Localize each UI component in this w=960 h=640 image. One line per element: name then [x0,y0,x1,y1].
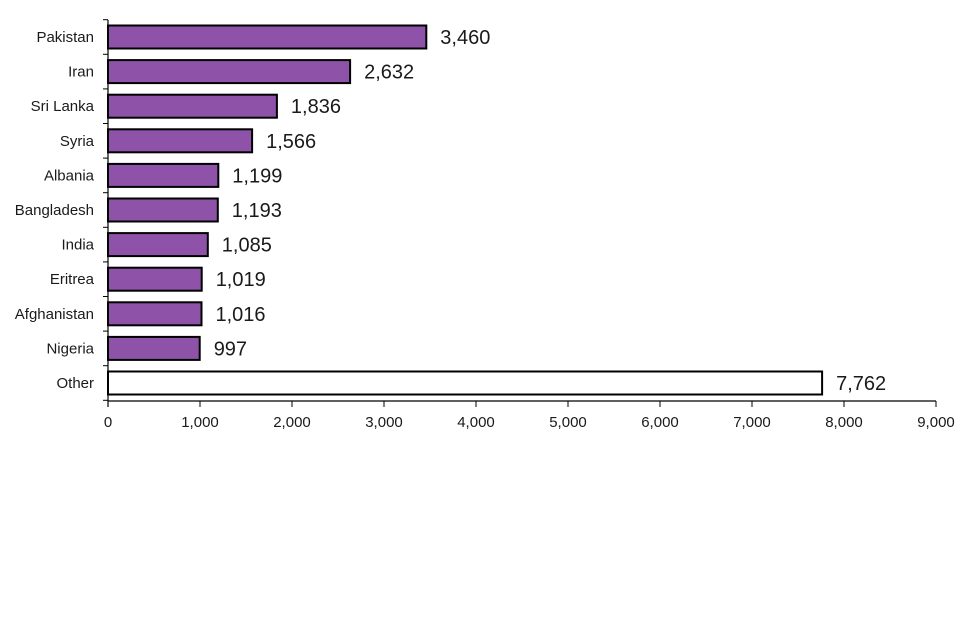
x-tick-label: 6,000 [641,414,679,431]
category-label: Syria [60,133,95,150]
bar-iran [107,59,352,85]
axes-group [103,19,936,407]
x-tick-label: 3,000 [365,414,403,431]
data-label: 997 [214,338,247,360]
x-tick-label: 9,000 [917,414,955,431]
category-label: Albania [44,167,95,184]
bar-nigeria [107,335,201,361]
bar-india [107,232,209,258]
data-labels-group: 3,460 2,632 1,836 1,566 1,199 1,193 1,085 1,019… [214,27,886,395]
category-label: Bangladesh [15,202,94,219]
category-label: Eritrea [50,271,95,288]
data-label: 1,193 [232,200,282,222]
category-label: Iran [68,64,94,81]
x-tick-label: 2,000 [273,414,311,431]
x-tick-label: 4,000 [457,414,495,431]
data-label: 1,199 [232,165,282,187]
data-label: 7,762 [836,373,886,395]
data-label: 2,632 [364,62,414,84]
x-ticks-group: 0 1,000 2,000 3,000 4,000 5,000 6,000 7,000 8,00… [104,401,955,431]
bar-afghanistan [107,301,203,327]
bar-syria [107,128,254,154]
bar-eritrea [107,266,203,292]
bar-other [107,370,824,396]
bar-albania [107,162,220,188]
category-label: India [61,237,94,254]
data-label: 1,019 [216,269,266,291]
data-label: 1,016 [216,304,266,326]
data-label: 1,836 [291,96,341,118]
x-tick-label: 8,000 [825,414,863,431]
data-label: 1,566 [266,131,316,153]
data-label: 1,085 [222,235,272,257]
x-tick-label: 1,000 [181,414,219,431]
category-label: Nigeria [46,340,94,357]
bar-bangladesh [107,197,219,223]
x-tick-label: 5,000 [549,414,587,431]
x-tick-label: 0 [104,414,112,431]
data-label: 3,460 [440,27,490,49]
category-label: Sri Lanka [31,98,95,115]
bar-pakistan [107,24,428,50]
category-label: Afghanistan [15,306,94,323]
x-tick-label: 7,000 [733,414,771,431]
bar-sri-lanka [107,93,278,119]
category-label: Pakistan [36,29,94,46]
category-labels-group: Pakistan Iran Sri Lanka Syria Albania Banglad… [15,29,95,392]
category-label: Other [56,375,94,392]
